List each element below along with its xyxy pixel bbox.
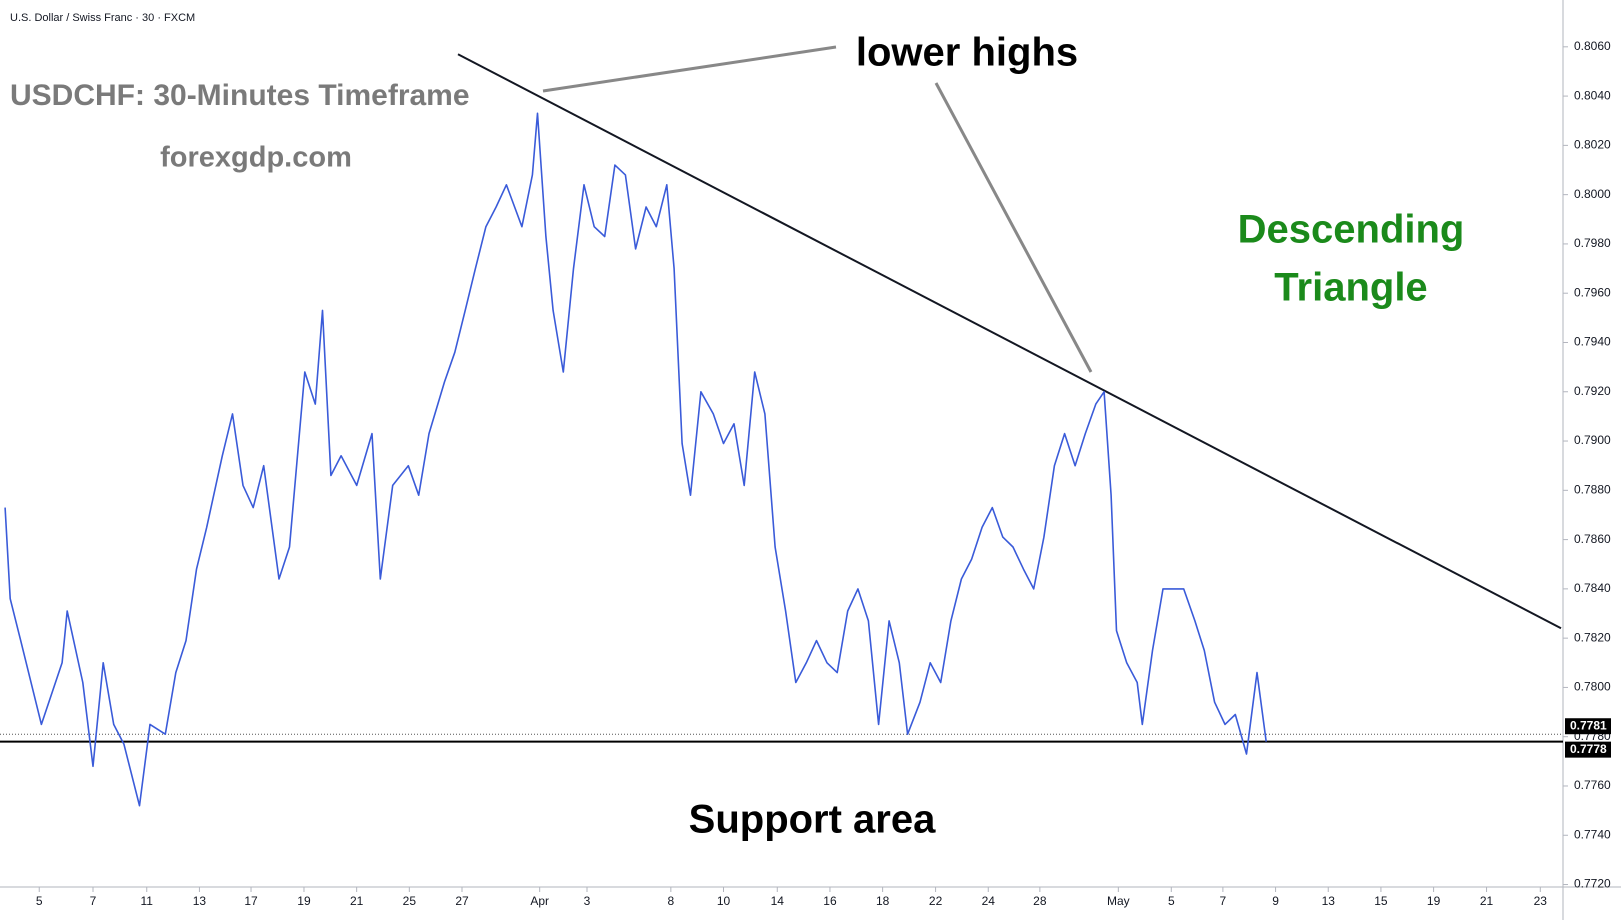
x-tick-label: 23 xyxy=(1534,894,1548,908)
x-tick-label: 27 xyxy=(455,894,469,908)
x-tick-label: 13 xyxy=(1322,894,1336,908)
y-tick-label: 0.7760 xyxy=(1574,778,1611,792)
y-tick-label: 0.8000 xyxy=(1574,187,1611,201)
x-tick-label: 25 xyxy=(403,894,417,908)
price-tag xyxy=(1565,718,1611,735)
pattern-label: Descending xyxy=(1238,208,1465,252)
chart-header: U.S. Dollar / Swiss Franc · 30 · FXCM xyxy=(10,12,195,24)
x-tick-label: 5 xyxy=(36,894,43,908)
x-tick-label: 7 xyxy=(1220,894,1227,908)
x-tick-label: 21 xyxy=(350,894,364,908)
y-tick-label: 0.7720 xyxy=(1574,877,1611,891)
x-tick-label: 7 xyxy=(90,894,97,908)
price-tag-label: 0.7781 xyxy=(1570,718,1607,732)
x-tick-label: 28 xyxy=(1033,894,1047,908)
x-tick-label: 13 xyxy=(193,894,207,908)
trend-line xyxy=(457,53,1562,630)
y-tick-label: 0.7940 xyxy=(1574,335,1611,349)
price-tag xyxy=(1565,741,1611,758)
y-tick-label: 0.7900 xyxy=(1574,433,1611,447)
timeframe-label: USDCHF: 30-Minutes Timeframe xyxy=(10,79,470,112)
y-tick-label: 0.8040 xyxy=(1574,88,1611,102)
y-tick-label: 0.7960 xyxy=(1574,285,1611,299)
support-label: Support area xyxy=(689,798,936,842)
y-tick-label: 0.7860 xyxy=(1574,532,1611,546)
x-tick-label: 19 xyxy=(297,894,311,908)
y-tick-label: 0.8020 xyxy=(1574,138,1611,152)
pointer-line xyxy=(934,82,1093,373)
x-tick-label: 10 xyxy=(717,894,731,908)
y-tick-label: 0.8060 xyxy=(1574,39,1611,53)
x-tick-label: 14 xyxy=(771,894,785,908)
x-tick-label: 17 xyxy=(244,894,258,908)
price-line-series xyxy=(4,112,1267,807)
price-tag-label: 0.7778 xyxy=(1570,742,1607,756)
y-tick-label: 0.7980 xyxy=(1574,236,1611,250)
x-tick-label: Apr xyxy=(530,894,549,908)
lower-highs-label: lower highs xyxy=(856,31,1078,75)
y-tick-label: 0.7800 xyxy=(1574,680,1611,694)
y-tick-label: 0.7820 xyxy=(1574,630,1611,644)
x-tick-label: 5 xyxy=(1168,894,1175,908)
x-tick-label: 8 xyxy=(667,894,674,908)
x-tick-label: 24 xyxy=(982,894,996,908)
x-tick-label: 3 xyxy=(584,894,591,908)
y-tick-label: 0.7840 xyxy=(1574,581,1611,595)
x-tick-label: 9 xyxy=(1272,894,1279,908)
pointer-line xyxy=(542,45,837,93)
y-tick-label: 0.7740 xyxy=(1574,827,1611,841)
pattern-label: Triangle xyxy=(1274,266,1427,310)
x-tick-label: 18 xyxy=(876,894,890,908)
site-label: forexgdp.com xyxy=(160,142,352,174)
y-tick-label: 0.7920 xyxy=(1574,384,1611,398)
x-tick-label: 15 xyxy=(1374,894,1388,908)
x-tick-label: May xyxy=(1107,894,1130,908)
x-tick-label: 11 xyxy=(141,894,154,908)
x-tick-label: 16 xyxy=(823,894,837,908)
x-tick-label: 19 xyxy=(1427,894,1441,908)
x-tick-label: 22 xyxy=(929,894,943,908)
x-tick-label: 21 xyxy=(1480,894,1494,908)
y-tick-label: 0.7880 xyxy=(1574,482,1611,496)
